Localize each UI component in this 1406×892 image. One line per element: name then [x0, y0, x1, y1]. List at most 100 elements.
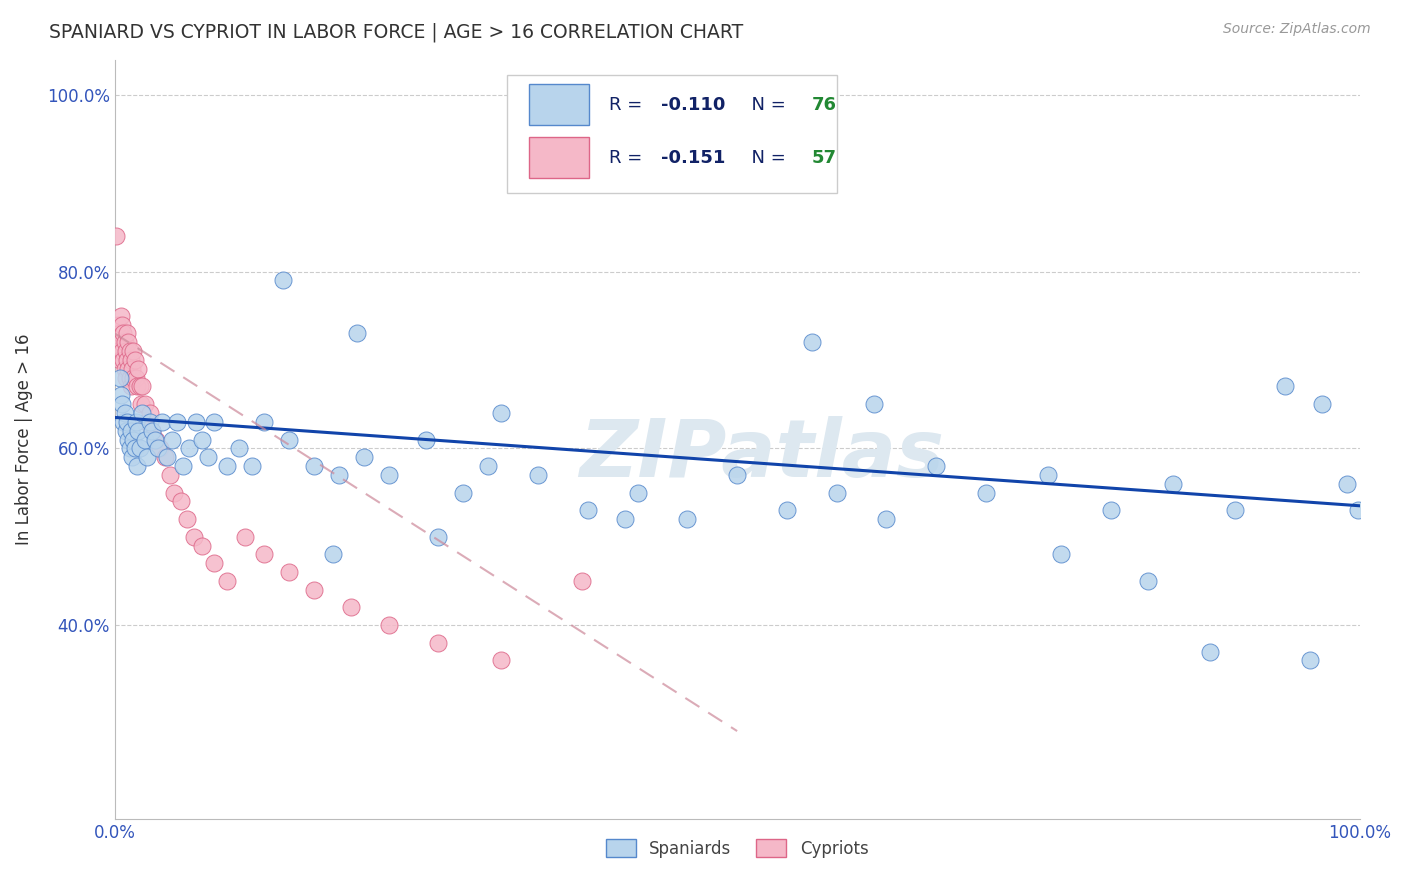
Point — [148, 442, 170, 456]
Point — [614, 512, 637, 526]
Point — [1199, 644, 1222, 658]
Point — [240, 458, 263, 473]
Point — [112, 353, 135, 368]
Point — [108, 353, 131, 368]
Point — [127, 424, 149, 438]
Point — [346, 326, 368, 341]
Point — [215, 574, 238, 588]
Point — [925, 458, 948, 473]
Point — [138, 415, 160, 429]
Point — [1310, 397, 1333, 411]
Point — [107, 318, 129, 332]
Point — [825, 485, 848, 500]
Point — [159, 467, 181, 482]
Point — [115, 353, 138, 368]
Point — [776, 503, 799, 517]
Point — [626, 485, 648, 500]
Point — [145, 433, 167, 447]
Point — [170, 494, 193, 508]
Text: Source: ZipAtlas.com: Source: ZipAtlas.com — [1223, 22, 1371, 37]
Point — [1161, 476, 1184, 491]
Point — [1049, 547, 1071, 561]
Point — [1038, 467, 1060, 482]
Point — [863, 397, 886, 411]
Point — [322, 547, 344, 561]
Point — [1274, 379, 1296, 393]
Point — [117, 335, 139, 350]
Point — [477, 458, 499, 473]
Point — [120, 424, 142, 438]
Text: -0.151: -0.151 — [661, 149, 725, 167]
Point — [114, 406, 136, 420]
Point — [110, 335, 132, 350]
Point — [115, 326, 138, 341]
Point — [725, 467, 748, 482]
Point — [124, 353, 146, 368]
Point — [235, 530, 257, 544]
Point — [134, 433, 156, 447]
Point — [253, 547, 276, 561]
Point — [118, 442, 141, 456]
Point — [163, 485, 186, 500]
Point — [302, 582, 325, 597]
Point — [112, 326, 135, 341]
Point — [120, 379, 142, 393]
Point — [138, 406, 160, 420]
Text: 76: 76 — [811, 96, 837, 114]
Point — [156, 450, 179, 465]
Point — [115, 424, 138, 438]
Point — [115, 415, 138, 429]
Point — [114, 335, 136, 350]
Point — [141, 424, 163, 438]
Point — [108, 370, 131, 384]
Point — [128, 379, 150, 393]
FancyBboxPatch shape — [529, 137, 589, 178]
Point — [253, 415, 276, 429]
Point — [108, 326, 131, 341]
Point — [427, 636, 450, 650]
Point — [1299, 653, 1322, 667]
Point — [125, 370, 148, 384]
Point — [127, 458, 149, 473]
Point — [377, 467, 399, 482]
Text: ZIPatlas: ZIPatlas — [579, 416, 945, 493]
Point — [111, 397, 134, 411]
Point — [489, 406, 512, 420]
Point — [1136, 574, 1159, 588]
Point — [111, 318, 134, 332]
Point — [115, 370, 138, 384]
Point — [876, 512, 898, 526]
Point — [353, 450, 375, 465]
Point — [800, 335, 823, 350]
Text: N =: N = — [740, 149, 792, 167]
Point — [974, 485, 997, 500]
Point — [125, 415, 148, 429]
Point — [302, 458, 325, 473]
Point — [427, 530, 450, 544]
Point — [328, 467, 350, 482]
Point — [124, 442, 146, 456]
Point — [576, 503, 599, 517]
Point — [1099, 503, 1122, 517]
Point — [160, 433, 183, 447]
Point — [121, 361, 143, 376]
Point — [166, 415, 188, 429]
Point — [131, 379, 153, 393]
Point — [136, 450, 159, 465]
Point — [278, 433, 301, 447]
Point — [415, 433, 437, 447]
Point — [453, 485, 475, 500]
Point — [153, 450, 176, 465]
Point — [527, 467, 550, 482]
Text: R =: R = — [609, 149, 648, 167]
Text: -0.110: -0.110 — [661, 96, 725, 114]
Point — [134, 397, 156, 411]
Point — [114, 361, 136, 376]
Text: N =: N = — [740, 96, 792, 114]
Point — [150, 415, 173, 429]
Point — [179, 442, 201, 456]
Text: SPANIARD VS CYPRIOT IN LABOR FORCE | AGE > 16 CORRELATION CHART: SPANIARD VS CYPRIOT IN LABOR FORCE | AGE… — [49, 22, 744, 42]
Point — [676, 512, 699, 526]
Point — [120, 353, 142, 368]
Point — [191, 539, 214, 553]
